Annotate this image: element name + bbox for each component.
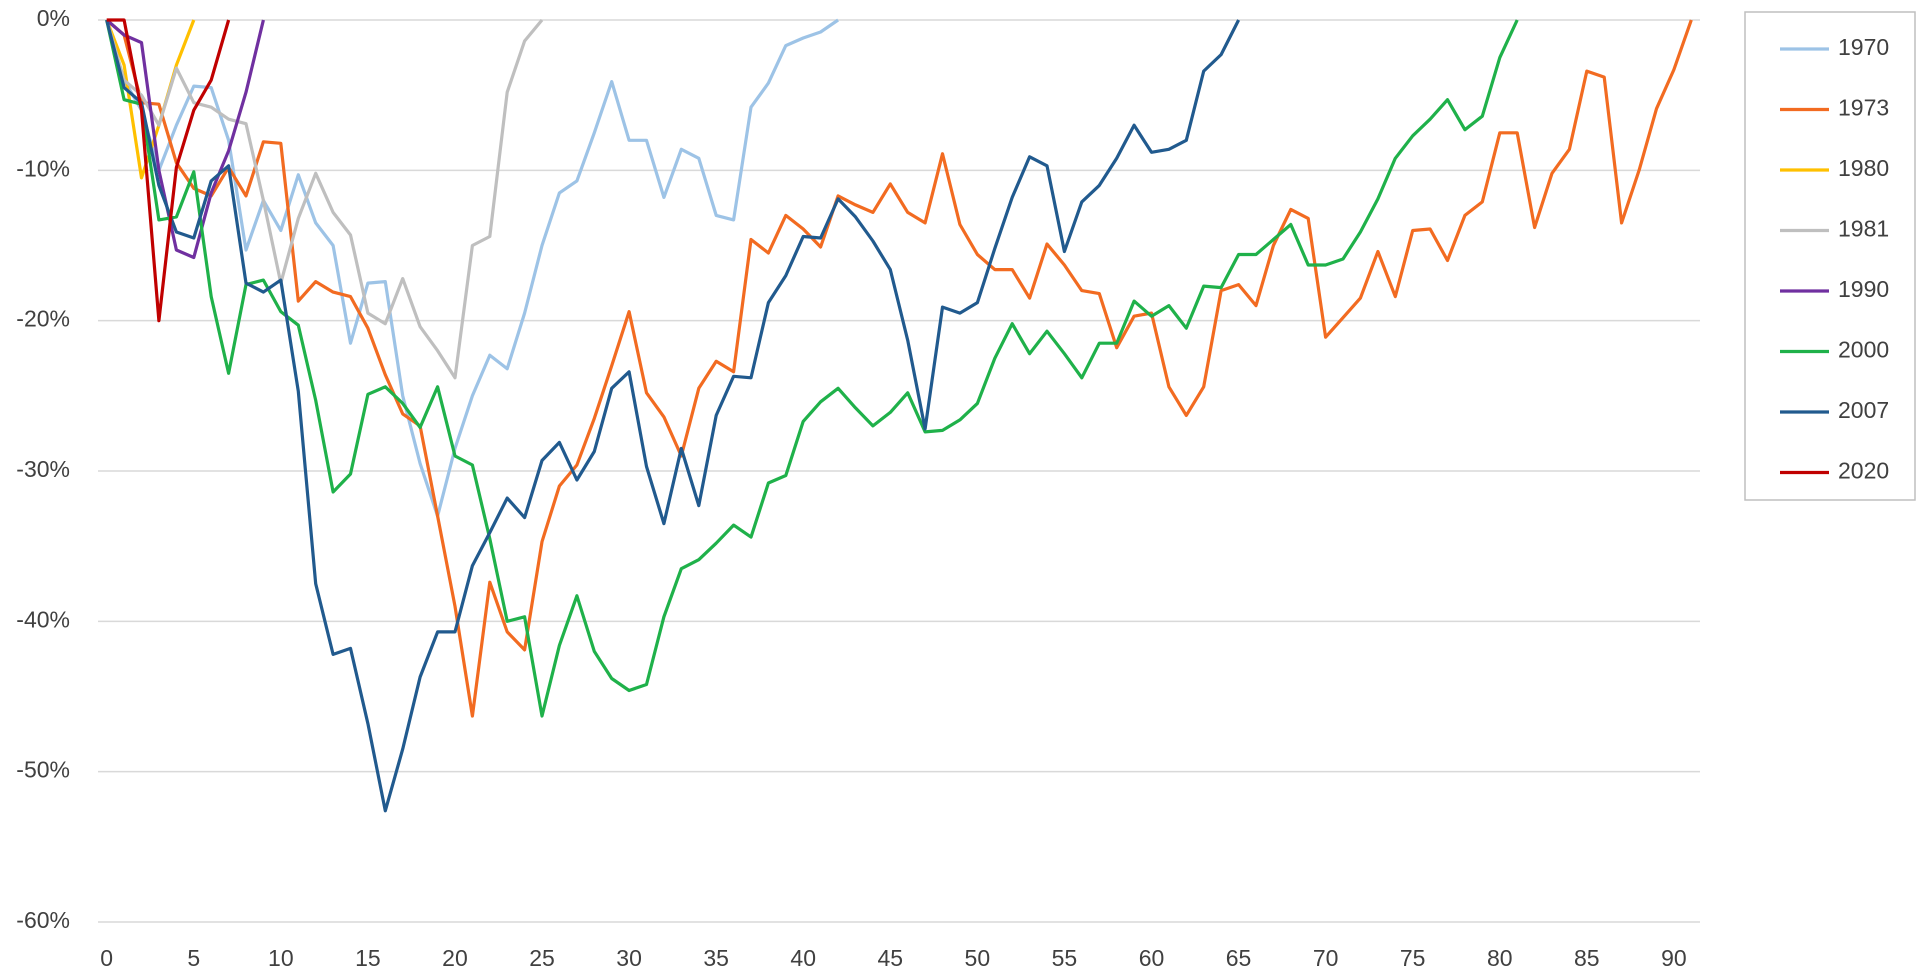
legend-label: 1973	[1838, 95, 1889, 121]
series-line	[105, 18, 544, 380]
legend-label: 2000	[1838, 337, 1889, 363]
y-tick-label: -50%	[16, 757, 70, 783]
y-tick-label: -20%	[16, 306, 70, 332]
x-tick-label: 10	[268, 945, 294, 971]
y-tick-label: -10%	[16, 155, 70, 181]
series-line	[105, 19, 1241, 813]
x-tick-label: 90	[1661, 945, 1687, 971]
x-tick-label: 80	[1487, 945, 1513, 971]
x-tick-label: 35	[703, 945, 729, 971]
series-line	[105, 19, 1519, 718]
x-tick-label: 60	[1139, 945, 1165, 971]
legend-box	[1744, 11, 1916, 501]
legend-label: 1970	[1838, 34, 1889, 60]
series-line	[106, 18, 231, 323]
x-tick-label: 15	[355, 945, 381, 971]
series-line	[105, 18, 1693, 718]
x-tick-label: 20	[442, 945, 468, 971]
y-tick-label: -40%	[16, 606, 70, 632]
legend-label: 2020	[1838, 458, 1889, 484]
x-tick-label: 85	[1574, 945, 1600, 971]
x-tick-label: 5	[187, 945, 200, 971]
series-line	[105, 18, 265, 260]
legend-label: 1981	[1838, 216, 1889, 242]
x-tick-label: 45	[877, 945, 903, 971]
x-tick-label: 65	[1226, 945, 1252, 971]
x-tick-label: 70	[1313, 945, 1339, 971]
legend-label: 2007	[1838, 397, 1889, 423]
y-tick-label: 0%	[37, 5, 70, 31]
series-line	[105, 18, 840, 518]
x-tick-label: 0	[100, 945, 113, 971]
x-tick-label: 30	[616, 945, 642, 971]
legend-label: 1990	[1838, 276, 1889, 302]
x-tick-label: 75	[1400, 945, 1426, 971]
x-tick-label: 25	[529, 945, 555, 971]
x-tick-label: 40	[790, 945, 816, 971]
legend-label: 1980	[1838, 155, 1889, 181]
y-tick-label: -30%	[16, 456, 70, 482]
y-tick-label: -60%	[16, 907, 70, 933]
x-tick-label: 55	[1052, 945, 1078, 971]
x-tick-label: 50	[965, 945, 991, 971]
